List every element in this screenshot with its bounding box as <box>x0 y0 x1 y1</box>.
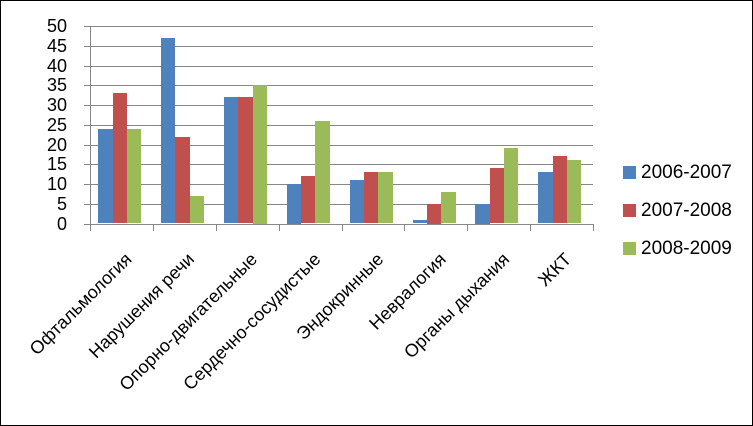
legend-item: 2006-2007 <box>623 161 732 184</box>
y-axis-label: 35 <box>46 75 67 95</box>
legend-label-2008-2009: 2008-2009 <box>641 238 732 259</box>
bar-2006-2007 <box>286 184 302 224</box>
y-axis-tick <box>84 105 90 106</box>
gridline <box>90 85 593 86</box>
bar-2006-2007 <box>223 97 239 224</box>
x-axis-tick <box>467 224 469 231</box>
bar-2007-2008 <box>489 168 505 224</box>
bar-2007-2008 <box>238 97 253 224</box>
gridline <box>90 204 593 205</box>
bar-2008-2009 <box>252 85 267 224</box>
bar-2008-2009 <box>126 128 142 224</box>
y-axis-label: 20 <box>46 135 67 155</box>
gridline <box>90 66 593 67</box>
bar-2008-2009 <box>504 148 519 224</box>
y-axis-label: 5 <box>56 194 67 214</box>
bar-2008-2009 <box>566 160 582 224</box>
legend-swatch-2007-2008 <box>623 204 636 217</box>
bar-2007-2008 <box>112 93 127 224</box>
bar-2006-2007 <box>161 37 176 224</box>
x-axis-category-label: Офтальмология <box>25 249 136 359</box>
y-axis-label: 25 <box>46 115 67 135</box>
y-axis-label: 50 <box>46 16 67 36</box>
gridline <box>90 164 593 165</box>
legend-item: 2007-2008 <box>623 199 732 222</box>
y-axis-tick <box>84 46 90 47</box>
bar-2007-2008 <box>364 172 379 224</box>
gridline <box>90 46 593 47</box>
legend-label-2006-2007: 2006-2007 <box>641 162 732 183</box>
y-axis-tick <box>84 26 90 27</box>
bar-2006-2007 <box>349 180 365 224</box>
x-axis-tick <box>530 224 532 231</box>
bar-2007-2008 <box>426 203 442 224</box>
y-axis-label: 10 <box>46 174 67 194</box>
y-axis-tick <box>84 164 90 165</box>
x-axis-category-label: Органы дыхания <box>399 249 513 363</box>
y-axis-line <box>90 26 91 230</box>
y-axis-tick <box>84 125 90 126</box>
y-axis-label: 0 <box>56 214 67 234</box>
x-axis-tick <box>341 224 343 231</box>
gridline <box>90 184 593 185</box>
gridline <box>90 125 593 126</box>
legend-item: 2008-2009 <box>623 237 732 260</box>
bar-2007-2008 <box>552 156 567 224</box>
y-axis-label: 30 <box>46 95 67 115</box>
gridline <box>90 105 593 106</box>
x-axis-tick <box>404 224 406 231</box>
y-axis-tick <box>84 224 90 225</box>
legend: 2006-2007 2007-2008 2008-2009 <box>623 161 732 275</box>
legend-swatch-2008-2009 <box>623 242 636 255</box>
bar-2006-2007 <box>538 172 553 224</box>
x-axis-tick <box>278 224 280 231</box>
bar-2006-2007 <box>412 219 427 224</box>
gridline <box>90 26 593 27</box>
legend-label-2007-2008: 2007-2008 <box>641 200 732 221</box>
y-axis-tick <box>84 204 90 205</box>
y-axis-tick <box>84 66 90 67</box>
x-axis-tick <box>593 224 594 231</box>
bar-2007-2008 <box>301 176 316 224</box>
y-axis-tick <box>84 145 90 146</box>
bar-2008-2009 <box>315 120 330 224</box>
x-axis-tick <box>215 224 217 231</box>
gridline <box>90 145 593 146</box>
x-axis-category-label: Нарушения речи <box>85 249 199 363</box>
x-axis-tick <box>152 224 154 231</box>
y-axis-tick <box>84 85 90 86</box>
bar-2008-2009 <box>441 191 456 224</box>
bar-2008-2009 <box>189 195 205 224</box>
bar-2006-2007 <box>98 128 113 224</box>
bar-2006-2007 <box>475 203 490 224</box>
x-axis-category-label: ЖКТ <box>534 249 576 291</box>
bar-2008-2009 <box>378 172 393 224</box>
x-axis-tick <box>90 224 91 231</box>
legend-swatch-2006-2007 <box>623 166 636 179</box>
y-axis-tick <box>84 184 90 185</box>
y-axis-label: 15 <box>46 154 67 174</box>
y-axis-label: 40 <box>46 56 67 76</box>
bar-2007-2008 <box>175 136 190 224</box>
y-axis-label: 45 <box>46 36 67 56</box>
